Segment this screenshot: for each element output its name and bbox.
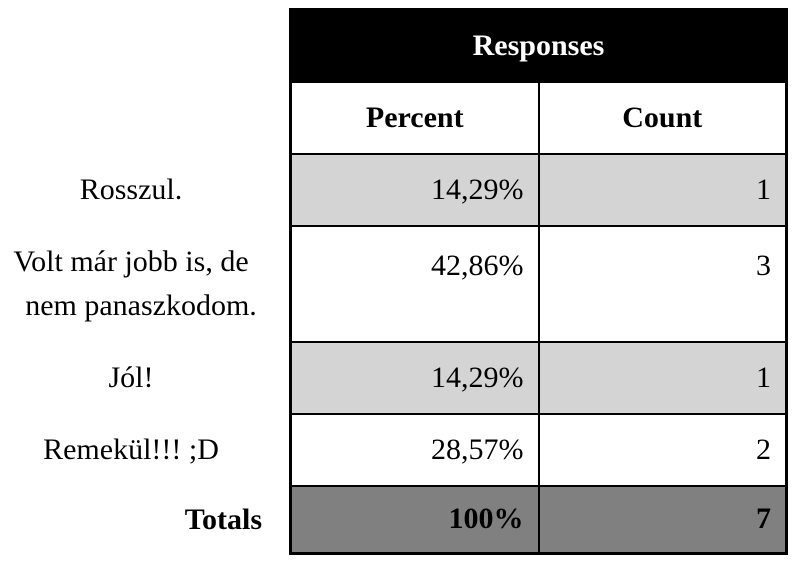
row-label-totals: Totals [184, 503, 262, 536]
count-cell: 3 [537, 224, 788, 343]
percent-cell: 42,86% [289, 224, 540, 343]
column-header-percent: Percent [289, 80, 540, 155]
row-label-jol: Jól! [108, 361, 154, 394]
table-row: 14,29% 1 [289, 152, 788, 227]
column-header-count: Count [537, 80, 788, 155]
responses-table: Responses Percent Count 14,29% 1 42,86% … [289, 8, 788, 555]
count-cell: 1 [537, 152, 788, 227]
percent-cell: 14,29% [289, 340, 540, 415]
totals-count-cell: 7 [537, 484, 788, 555]
header-row: Responses [289, 8, 788, 83]
totals-row: 100% 7 [289, 484, 788, 555]
row-label-rosszul: Rosszul. [79, 173, 183, 206]
row-label-remekul: Remekül!!! ;D [43, 433, 219, 466]
table-row: 28,57% 2 [289, 412, 788, 487]
responses-header: Responses [289, 8, 788, 83]
table-row: 42,86% 3 [289, 224, 788, 343]
percent-cell: 28,57% [289, 412, 540, 487]
totals-percent-cell: 100% [289, 484, 540, 555]
row-label-volt-line2: nem panaszkodom. [25, 289, 257, 322]
table-row: 14,29% 1 [289, 340, 788, 415]
column-header-row: Percent Count [289, 80, 788, 155]
percent-cell: 14,29% [289, 152, 540, 227]
count-cell: 1 [537, 340, 788, 415]
row-label-volt-line1: Volt már jobb is, de [13, 245, 249, 278]
count-cell: 2 [537, 412, 788, 487]
